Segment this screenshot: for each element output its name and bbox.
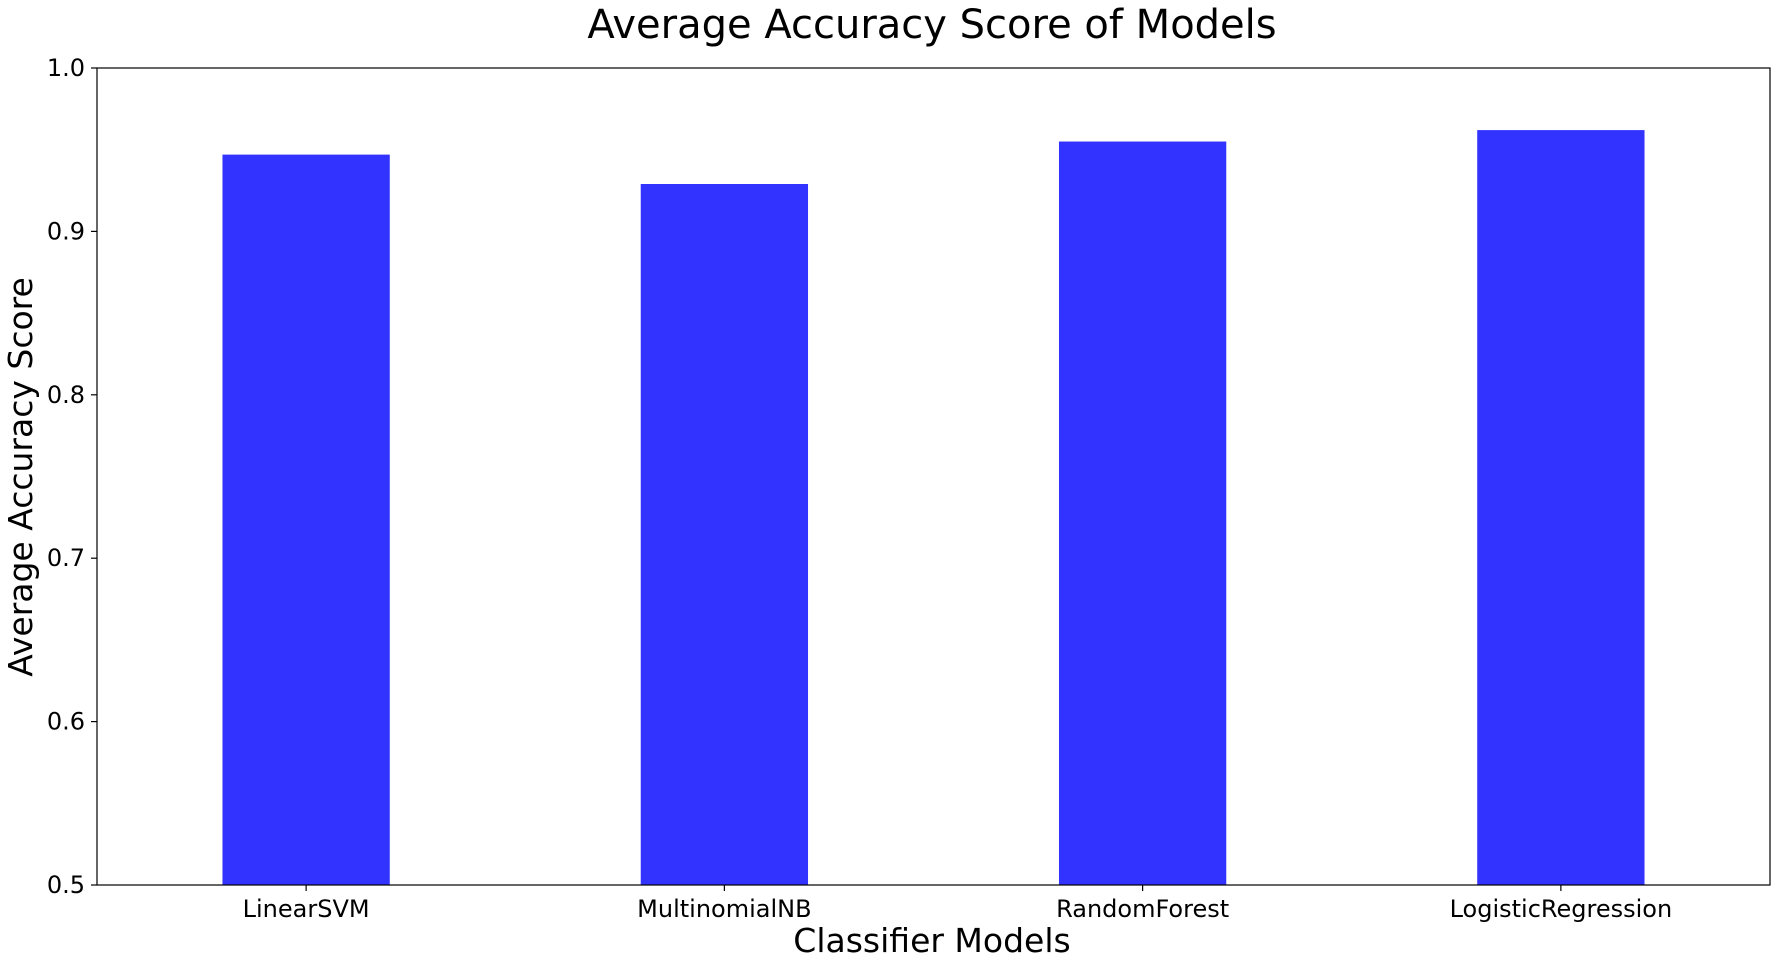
bars-layer bbox=[222, 130, 1645, 886]
bar-randomforest bbox=[1058, 141, 1227, 885]
x-tick-label: LogisticRegression bbox=[1450, 895, 1673, 923]
y-tick-label: 0.5 bbox=[47, 871, 85, 899]
y-axis-label: Average Accuracy Score bbox=[1, 277, 40, 677]
y-tick-label: 0.9 bbox=[47, 217, 85, 245]
bar-logisticregression bbox=[1477, 130, 1645, 886]
x-tick-label: LinearSVM bbox=[243, 895, 370, 923]
x-tick-label: RandomForest bbox=[1056, 895, 1229, 923]
y-axis: 0.5 0.6 0.7 0.8 0.9 1.0 bbox=[47, 54, 97, 899]
chart-title: Average Accuracy Score of Models bbox=[587, 2, 1276, 48]
y-tick-label: 0.6 bbox=[47, 708, 85, 736]
y-tick-label: 0.8 bbox=[47, 381, 85, 409]
x-axis: LinearSVM MultinomialNB RandomForest Logist… bbox=[243, 885, 1673, 923]
plot-frame bbox=[96, 67, 1771, 886]
bar-multinomialnb bbox=[640, 184, 809, 885]
x-tick-label: MultinomialNB bbox=[637, 895, 811, 923]
x-axis-label: Classifier Models bbox=[793, 921, 1070, 960]
bar-linearsvm bbox=[222, 154, 390, 886]
y-tick-label: 0.7 bbox=[47, 544, 85, 572]
y-tick-label: 1.0 bbox=[47, 54, 85, 82]
